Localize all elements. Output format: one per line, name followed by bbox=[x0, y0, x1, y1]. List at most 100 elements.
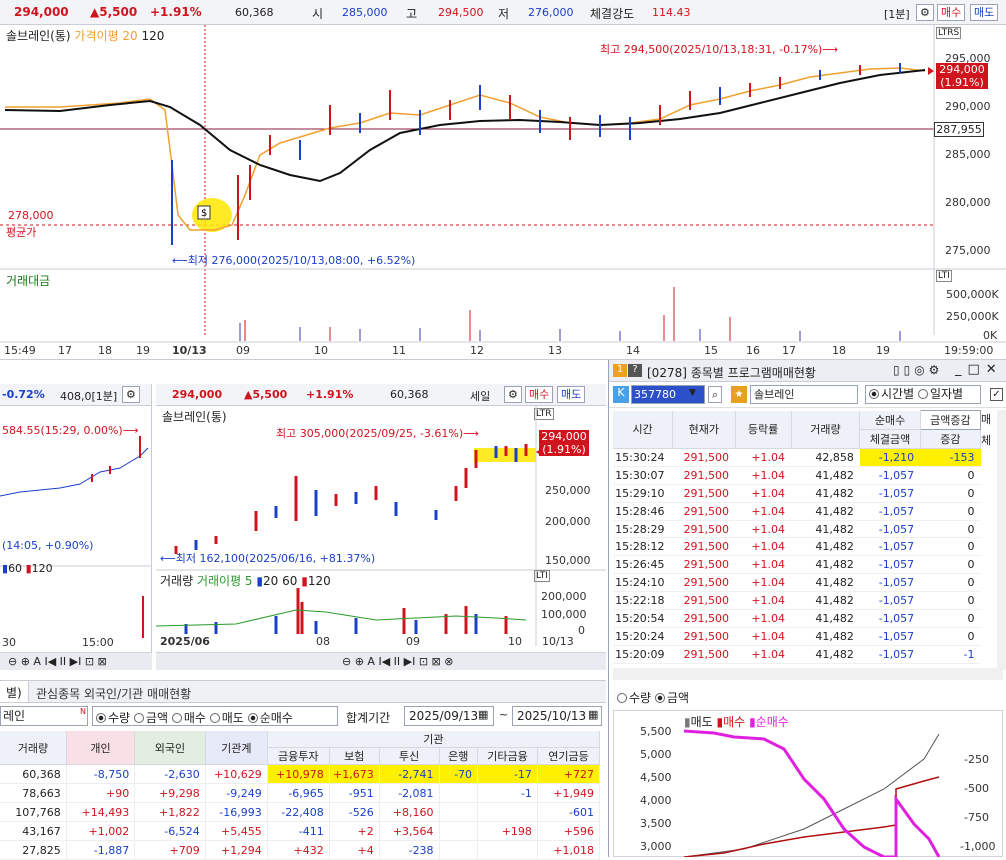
investor-cell: -6,965 bbox=[267, 783, 330, 803]
amount-change-dropdown[interactable]: 금액증감 bbox=[919, 410, 982, 430]
qty-option[interactable] bbox=[96, 713, 106, 723]
net-option[interactable] bbox=[247, 713, 258, 723]
investor-stock-field[interactable]: 레인 bbox=[0, 706, 88, 726]
left-gear-icon[interactable]: ⚙ bbox=[122, 386, 140, 403]
mid-chart-controls[interactable]: ⊖ ⊕ A I◀ II ▶I ⊡ ⊠ ⊗ bbox=[156, 652, 606, 670]
market-k-icon[interactable]: K bbox=[613, 386, 629, 403]
program-cell: 41,482 bbox=[791, 466, 860, 485]
investor-cell: +1,949 bbox=[537, 783, 601, 803]
program-hscroll[interactable] bbox=[613, 668, 1003, 680]
investor-cell: +9,298 bbox=[134, 783, 206, 803]
y-tick: 290,000 bbox=[945, 100, 991, 113]
x-tick: 15 bbox=[704, 344, 718, 357]
ltr-icon[interactable]: LTRS bbox=[936, 27, 962, 39]
program-row[interactable]: 15:28:46 291,500 +1.04 41,482 -1,057 0 bbox=[613, 502, 981, 521]
search-icon[interactable]: ⌕ bbox=[708, 386, 723, 403]
flow-legend: ▮매도 ▮매수 ▮순매수 bbox=[684, 715, 789, 729]
investor-radio-group[interactable]: 수량 금액 매수 매도 순매수 bbox=[92, 706, 338, 726]
investor-row[interactable]: 60,368 -8,750 -2,630 +10,629 +10,978 +1,673 -2… bbox=[0, 764, 601, 784]
program-row[interactable]: 15:30:07 291,500 +1.04 41,482 -1,057 0 bbox=[613, 466, 981, 485]
calendar-icon[interactable]: ▦ bbox=[588, 708, 599, 721]
x-tick: 17 bbox=[782, 344, 796, 357]
favorites-icon[interactable]: ★ bbox=[731, 386, 747, 403]
program-cell: 0 bbox=[920, 609, 981, 628]
buy-button[interactable]: 매수 bbox=[937, 4, 966, 21]
program-cell: 41,482 bbox=[791, 573, 860, 593]
tab-watchlist-foreign[interactable]: 관심종목 외국인/기관 매매현황 bbox=[36, 687, 192, 701]
left-interval[interactable]: 408,0[1분] bbox=[60, 390, 118, 403]
vol-tick: 500,000K bbox=[946, 288, 999, 301]
legend-sell: 매도 bbox=[690, 715, 713, 729]
stock-code-input[interactable]: 357780 bbox=[631, 385, 705, 404]
mid-price-tag-pct: (1.91%) bbox=[542, 443, 586, 456]
interval-selector[interactable]: [1분] bbox=[884, 8, 910, 21]
investor-cell: 107,768 bbox=[0, 802, 67, 822]
date-from-input[interactable]: 2025/09/13 bbox=[404, 706, 494, 726]
y-left-tick: 4,000 bbox=[640, 794, 672, 807]
sell-button[interactable]: 매도 bbox=[970, 4, 999, 21]
program-trading-window[interactable]: 1 ? [0278] 종목별 프로그램매매현황 ▯▯◎⚙ _□✕ K 35778… bbox=[608, 360, 1006, 857]
window-toolbar-icons[interactable]: ▯▯◎⚙ bbox=[893, 363, 944, 377]
buy-option-label: 매수 bbox=[183, 711, 206, 725]
program-cell: +1.04 bbox=[735, 573, 792, 593]
ltr-icon-mid[interactable]: LTR bbox=[534, 408, 554, 420]
col-foreign: 외국인 bbox=[134, 731, 206, 765]
program-cell: 15:20:54 bbox=[613, 609, 673, 628]
col-volume: 거래량 bbox=[0, 731, 67, 765]
time-radio[interactable] bbox=[869, 389, 879, 399]
program-row[interactable]: 15:28:12 291,500 +1.04 41,482 -1,057 0 bbox=[613, 537, 981, 557]
left-chart-controls[interactable]: ⊖ ⊕ A I◀ II ▶I ⊡ ⊠ bbox=[0, 652, 152, 670]
amount-radio[interactable] bbox=[654, 693, 665, 703]
mid-gear-icon[interactable]: ⚙ bbox=[504, 386, 522, 403]
investor-row[interactable]: 107,768 +14,493 +1,822 -16,993 -22,408 -526 +8… bbox=[0, 802, 601, 822]
buy-option[interactable] bbox=[171, 713, 182, 723]
ltr-icon-2[interactable]: LTI bbox=[936, 270, 952, 282]
program-cell: 0 bbox=[920, 466, 981, 485]
calendar-icon[interactable]: ▦ bbox=[478, 708, 489, 721]
investor-cell bbox=[439, 783, 479, 803]
investor-cell: -1,887 bbox=[66, 840, 136, 860]
avg-price-label: 평균가 bbox=[6, 226, 37, 239]
investor-cell: -411 bbox=[267, 821, 330, 841]
settings-gear-icon[interactable]: ⚙ bbox=[916, 4, 934, 21]
option-checkbox[interactable]: ✓ bbox=[990, 388, 1003, 401]
sell-option[interactable] bbox=[209, 713, 220, 723]
tab-by-investor[interactable]: 별) bbox=[0, 681, 29, 702]
program-row[interactable]: 15:20:09 291,500 +1.04 41,482 -1,057 -1 bbox=[613, 645, 981, 664]
program-vscroll[interactable] bbox=[997, 410, 1006, 670]
investor-row[interactable]: 43,167 +1,002 -6,524 +5,455 -411 +2 +3,564 +198… bbox=[0, 821, 601, 841]
investor-row[interactable]: 78,663 +90 +9,298 -9,249 -6,965 -951 -2,081 -1 +… bbox=[0, 783, 601, 803]
amount-option[interactable] bbox=[133, 713, 144, 723]
program-row[interactable]: 15:26:45 291,500 +1.04 41,482 -1,057 0 bbox=[613, 555, 981, 575]
mid-period[interactable]: 세일 bbox=[470, 390, 491, 403]
program-row[interactable]: 15:24:10 291,500 +1.04 41,482 -1,057 0 bbox=[613, 573, 981, 593]
program-row[interactable]: 15:20:24 291,500 +1.04 41,482 -1,057 0 bbox=[613, 627, 981, 646]
program-row[interactable]: 15:29:10 291,500 +1.04 41,482 -1,057 0 bbox=[613, 484, 981, 503]
period-radio-group[interactable]: 시간별 일자별 bbox=[865, 385, 981, 404]
window-controls[interactable]: _□✕ bbox=[955, 362, 1003, 377]
program-row[interactable]: 15:20:54 291,500 +1.04 41,482 -1,057 0 bbox=[613, 609, 981, 628]
vol-tick: 0K bbox=[983, 329, 998, 342]
help-icon[interactable]: ? bbox=[628, 364, 642, 377]
investor-cell bbox=[439, 821, 479, 841]
col-price: 현재가 bbox=[672, 410, 736, 449]
program-cell: +1.04 bbox=[735, 520, 792, 539]
main-chart-area[interactable]: 솔브레인(통) 가격이평 20 120 LTRS 최고 294,500(2025… bbox=[0, 25, 1006, 360]
program-row[interactable]: 15:22:18 291,500 +1.04 41,482 -1,057 0 bbox=[613, 591, 981, 611]
mid-sell-button[interactable]: 매도 bbox=[557, 386, 586, 403]
investor-panel[interactable]: 별) 관심종목 외국인/기관 매매현황 레인 N 수량 금액 매수 매도 순매수… bbox=[0, 680, 606, 860]
code-dropdown-icon[interactable]: ▼ bbox=[689, 388, 696, 398]
program-cell: -1,057 bbox=[859, 520, 921, 539]
date-to-input[interactable]: 2025/10/13 bbox=[512, 706, 602, 726]
chart-unit-radio[interactable]: 수량 금액 bbox=[609, 686, 1006, 708]
mid-buy-button[interactable]: 매수 bbox=[525, 386, 554, 403]
day-radio[interactable] bbox=[917, 389, 928, 399]
program-row[interactable]: 15:28:29 291,500 +1.04 41,482 -1,057 0 bbox=[613, 520, 981, 539]
qty-radio[interactable] bbox=[617, 693, 627, 703]
program-cell: 15:20:24 bbox=[613, 627, 673, 646]
daily-chart-panel[interactable]: 294,000 ▲5,500 +1.91% 60,368 세일 ⚙ 매수 매도 … bbox=[156, 384, 606, 670]
left-mini-chart[interactable]: -0.72% 408,0[1분] ⚙ 584.55(15:29, 0.00%)⟶… bbox=[0, 384, 152, 670]
program-row[interactable]: 15:30:24 291,500 +1.04 42,858 -1,210 -153 bbox=[613, 448, 981, 467]
investor-cell: +1,822 bbox=[134, 802, 206, 822]
ltr-icon-vol[interactable]: LTI bbox=[534, 570, 550, 582]
